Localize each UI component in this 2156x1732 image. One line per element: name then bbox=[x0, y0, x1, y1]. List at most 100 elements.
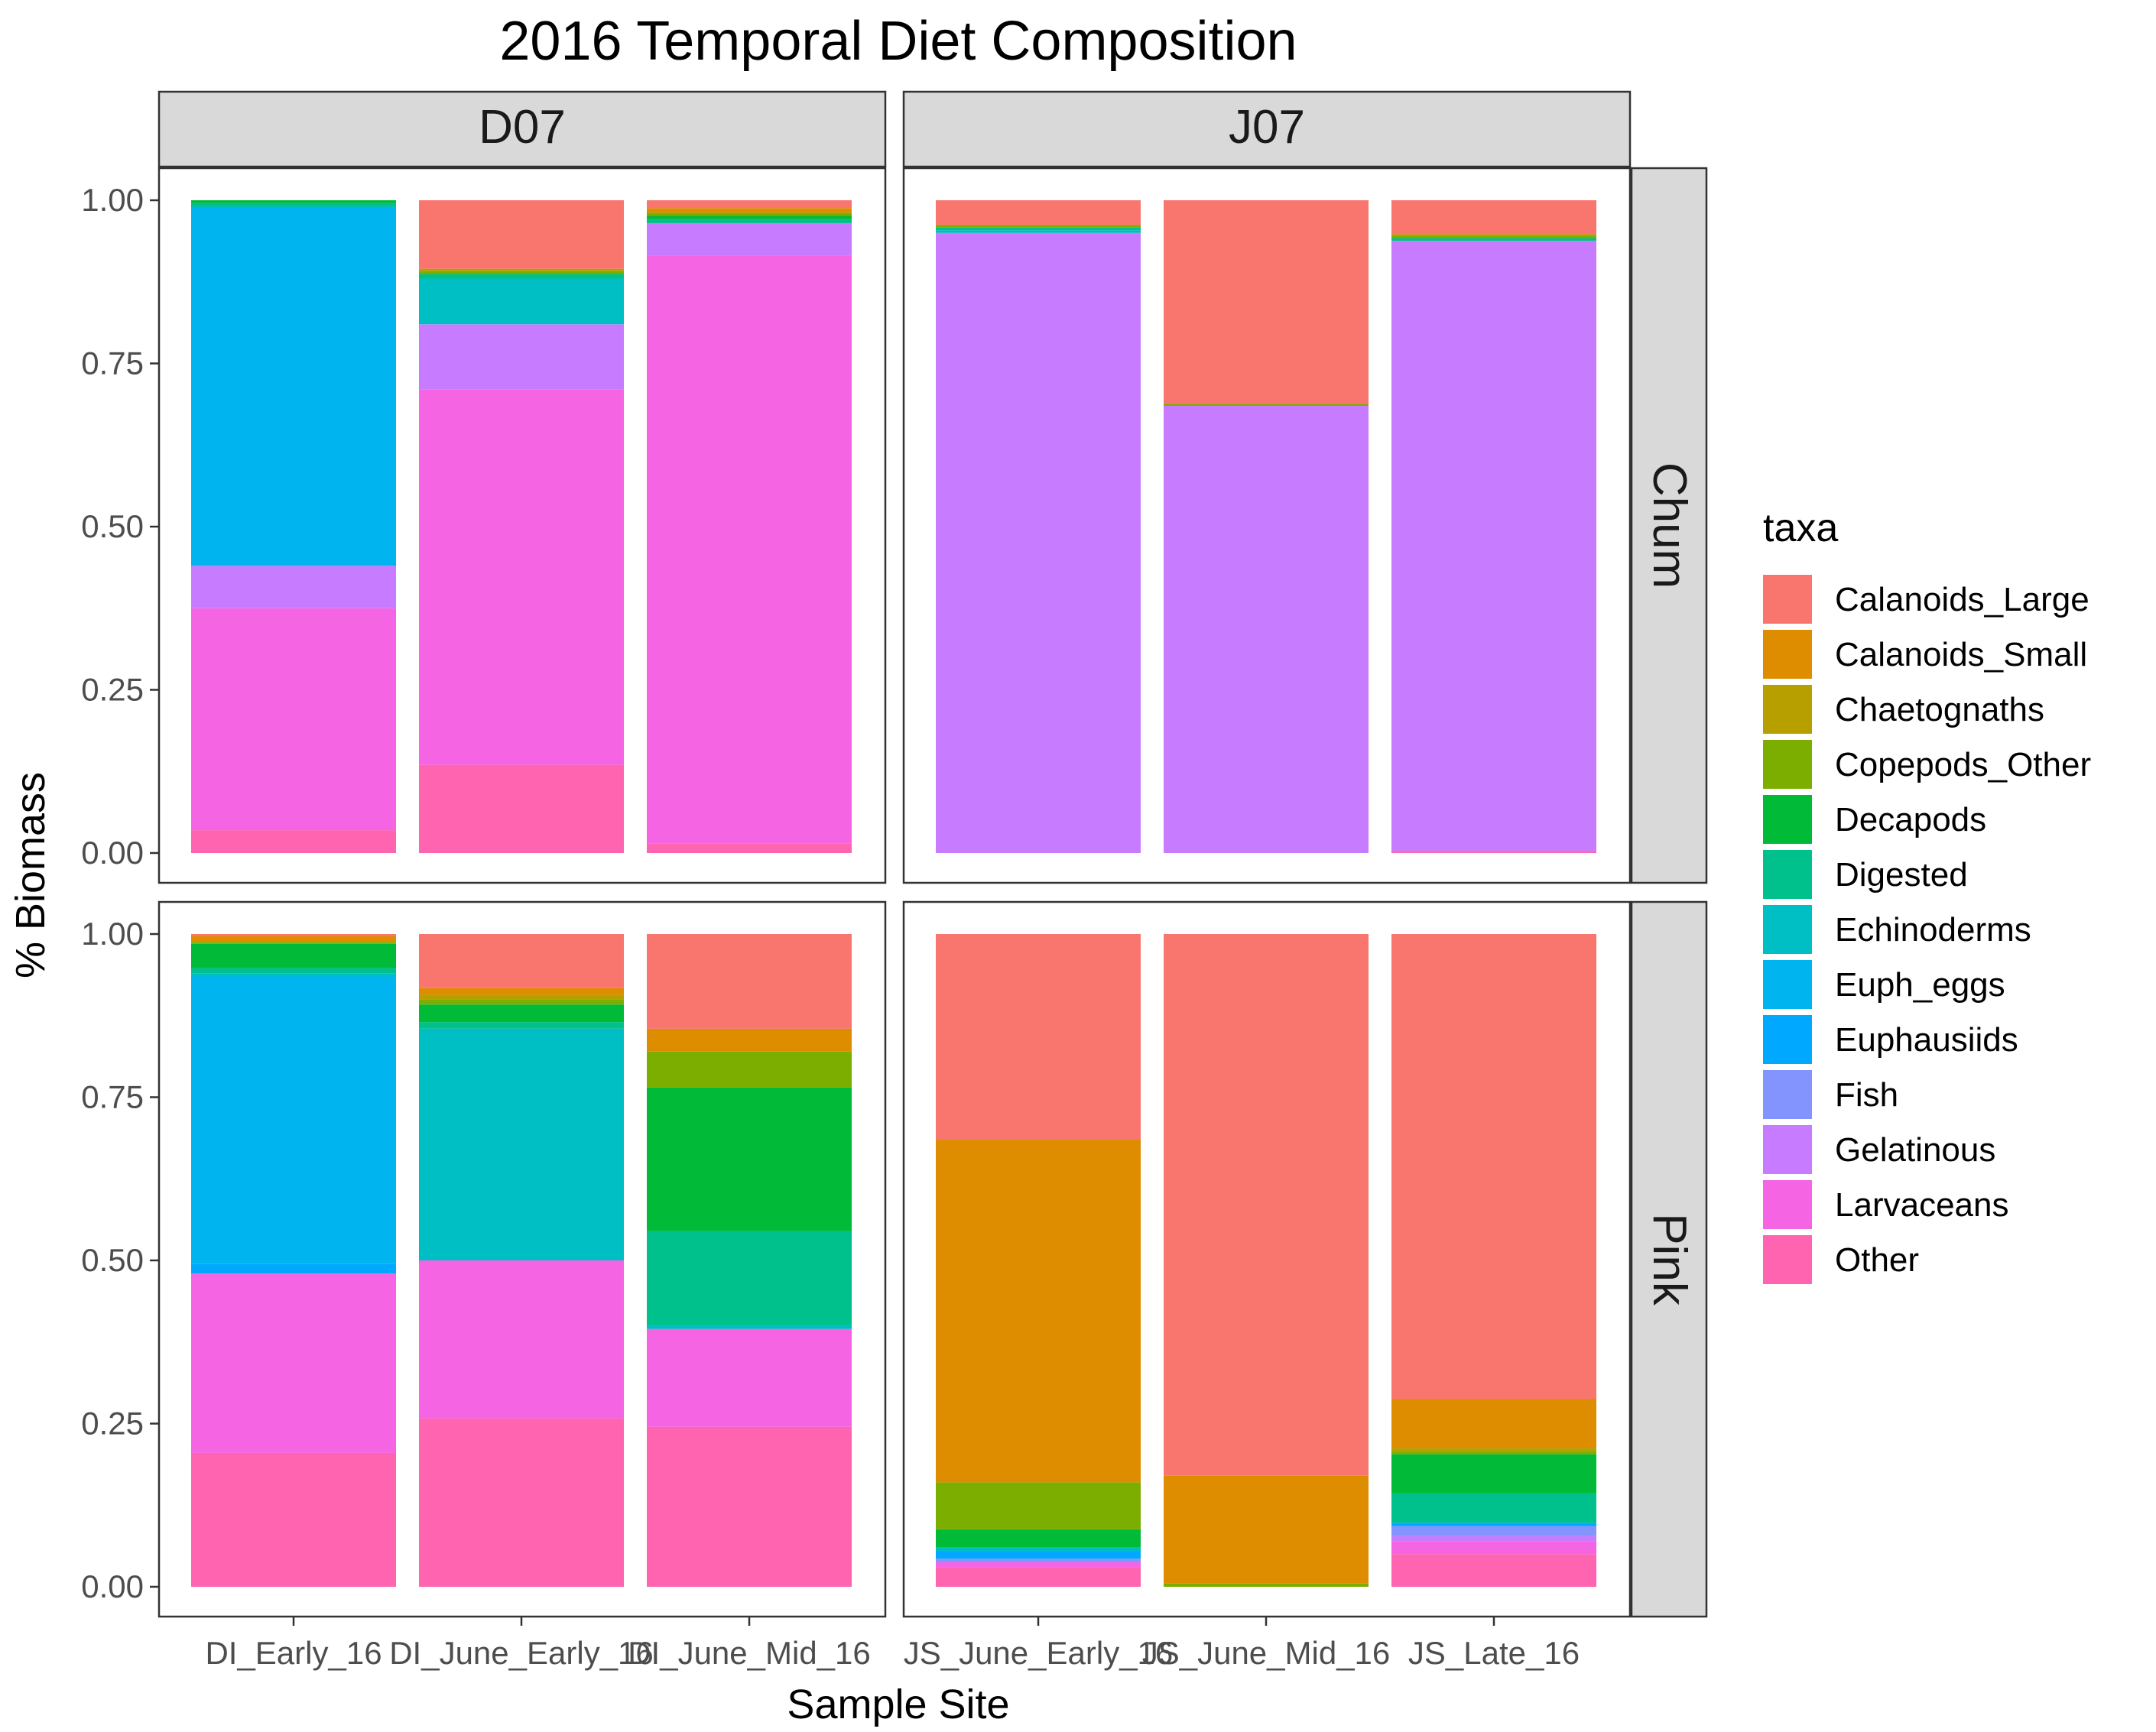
bar-js-late-16 bbox=[1391, 934, 1596, 1587]
bar-segment-chaetognaths bbox=[1391, 1448, 1596, 1451]
panel-j07-chum bbox=[902, 167, 1632, 884]
bar-segment-calanoids-large bbox=[419, 934, 624, 988]
bar-segment-gelatinous bbox=[936, 232, 1141, 853]
bar-segment-other bbox=[1391, 1554, 1596, 1587]
legend-item-euphausiids: Euphausiids bbox=[1763, 1015, 2018, 1064]
x-tick-label-js-june-mid-16: JS_June_Mid_16 bbox=[1142, 1635, 1391, 1671]
legend-swatch bbox=[1763, 685, 1812, 734]
facet-label-j07: J07 bbox=[1229, 101, 1305, 154]
facet-strip-j07 bbox=[902, 90, 1632, 168]
legend-item-chaetognaths: Chaetognaths bbox=[1763, 685, 2044, 734]
bar-segment-digested bbox=[647, 1231, 852, 1326]
legend-swatch bbox=[1763, 740, 1812, 789]
bar-segment-calanoids-large bbox=[191, 934, 396, 936]
bar-segment-copepods-other bbox=[647, 1051, 852, 1088]
legend-item-other: Other bbox=[1763, 1235, 1919, 1284]
bar-segment-euphausiids bbox=[191, 1263, 396, 1274]
bar-segment-decapods bbox=[419, 1004, 624, 1023]
y-tick-label: 0.75 bbox=[81, 345, 144, 381]
y-tick-label: 0.00 bbox=[81, 835, 144, 871]
bar-segment-calanoids-small bbox=[647, 1028, 852, 1052]
legend-label: Fish bbox=[1835, 1076, 1898, 1114]
bar-segment-calanoids-small bbox=[419, 988, 624, 995]
bar-di-june-mid-16 bbox=[647, 934, 852, 1587]
bar-di-early-16 bbox=[191, 934, 396, 1587]
legend: Calanoids_Large Calanoids_Small Chaetognat… bbox=[1763, 575, 2091, 1284]
legend-item-calanoids-large: Calanoids_Large bbox=[1763, 575, 2089, 624]
y-axis-title: % Biomass bbox=[8, 772, 54, 978]
bar-segment-other bbox=[647, 1426, 852, 1587]
legend-swatch bbox=[1763, 1125, 1812, 1174]
bar-segment-gelatinous bbox=[647, 222, 852, 256]
x-tick-label-js-june-early-16: JS_June_Early_16 bbox=[904, 1635, 1174, 1671]
bar-segment-calanoids-large bbox=[1164, 934, 1369, 1476]
facet-label-pink: Pink bbox=[1643, 1213, 1696, 1306]
bar-segment-larvaceans bbox=[419, 1260, 624, 1419]
bar-segment-echinoderms bbox=[191, 973, 396, 977]
x-tick-label-di-june-early-16: DI_June_Early_16 bbox=[389, 1635, 654, 1671]
panel-d07-pink: 0.00 0.25 0.50 0.75 1.00 DI_Early_16 DI_June_E… bbox=[81, 900, 887, 1671]
y-tick-label: 1.00 bbox=[81, 182, 144, 218]
legend-swatch bbox=[1763, 575, 1812, 624]
bar-segment-copepods-other bbox=[936, 1482, 1141, 1529]
bar-segment-larvaceans bbox=[419, 389, 624, 765]
bar-segment-euph-eggs bbox=[191, 206, 396, 566]
facet-strip-chum bbox=[1630, 167, 1708, 884]
bar-segment-other bbox=[1391, 851, 1596, 853]
bar-segment-digested bbox=[647, 219, 852, 223]
y-tick-label: 0.25 bbox=[81, 672, 144, 708]
legend-swatch bbox=[1763, 850, 1812, 899]
legend-item-gelatinous: Gelatinous bbox=[1763, 1125, 1995, 1174]
bar-segment-fish bbox=[936, 1558, 1141, 1562]
bar-segment-copepods-other bbox=[1164, 404, 1369, 407]
bar-segment-digested bbox=[191, 968, 396, 974]
x-tick-label-di-june-mid-16: DI_June_Mid_16 bbox=[628, 1635, 871, 1671]
bar-segment-copepods-other bbox=[647, 212, 852, 216]
bar-segment-calanoids-small bbox=[647, 208, 852, 213]
bar-segment-other bbox=[647, 843, 852, 853]
bar-segment-copepods-other bbox=[419, 999, 624, 1005]
bar-segment-gelatinous bbox=[1164, 406, 1369, 853]
bar-segment-copepods-other bbox=[1391, 235, 1596, 238]
legend-item-fish: Fish bbox=[1763, 1070, 1898, 1119]
bar-segment-chaetognaths bbox=[419, 268, 624, 271]
y-tick-label: 0.50 bbox=[81, 508, 144, 544]
bar-di-early-16 bbox=[191, 200, 396, 853]
legend-item-calanoids-small: Calanoids_Small bbox=[1763, 630, 2087, 679]
legend-item-euph-eggs: Euph_eggs bbox=[1763, 960, 2005, 1009]
bar-segment-calanoids-small bbox=[191, 936, 396, 942]
bar-segment-larvaceans bbox=[647, 1328, 852, 1427]
legend-label: Euphausiids bbox=[1835, 1021, 2018, 1059]
y-tick-label: 0.25 bbox=[81, 1406, 144, 1442]
bar-js-june-early-16 bbox=[936, 200, 1141, 853]
bar-segment-other bbox=[419, 764, 624, 853]
legend-label: Euph_eggs bbox=[1835, 966, 2005, 1004]
facet-label-d07: D07 bbox=[479, 101, 566, 154]
y-tick-label: 0.75 bbox=[81, 1079, 144, 1115]
legend-swatch bbox=[1763, 1235, 1812, 1284]
legend-item-digested: Digested bbox=[1763, 850, 1968, 899]
bar-segment-calanoids-small bbox=[1391, 1399, 1596, 1448]
bar-segment-calanoids-small bbox=[936, 1140, 1141, 1483]
legend-item-decapods: Decapods bbox=[1763, 795, 1986, 844]
bar-segment-calanoids-large bbox=[936, 200, 1141, 225]
facet-label-chum: Chum bbox=[1643, 462, 1696, 589]
bar-segment-gelatinous bbox=[191, 566, 396, 608]
bar-segment-echinoderms bbox=[647, 1325, 852, 1329]
bar-segment-fish bbox=[1391, 1526, 1596, 1536]
bar-segment-decapods bbox=[191, 200, 396, 203]
legend-label: Gelatinous bbox=[1835, 1131, 1995, 1169]
legend-label: Larvaceans bbox=[1835, 1186, 2008, 1224]
bar-segment-larvaceans bbox=[191, 608, 396, 831]
x-axis-title: Sample Site bbox=[787, 1682, 1009, 1727]
bar-segment-euphausiids bbox=[936, 1551, 1141, 1559]
chart-title: 2016 Temporal Diet Composition bbox=[499, 11, 1297, 72]
panel-border bbox=[902, 167, 1632, 884]
bar-segment-digested bbox=[419, 1022, 624, 1029]
bar-segment-digested bbox=[191, 203, 396, 207]
bar-segment-calanoids-large bbox=[1391, 200, 1596, 235]
legend-label: Copepods_Other bbox=[1835, 746, 2091, 783]
bar-segment-copepods-other bbox=[936, 225, 1141, 228]
bar-segment-larvaceans bbox=[1391, 1541, 1596, 1555]
